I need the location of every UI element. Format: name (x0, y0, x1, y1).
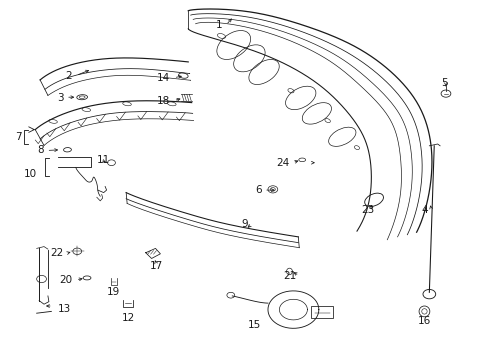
Text: 20: 20 (59, 275, 72, 285)
Text: 7: 7 (15, 132, 21, 142)
Text: 4: 4 (420, 204, 427, 215)
Text: 9: 9 (241, 219, 248, 229)
Text: 24: 24 (276, 158, 289, 168)
Text: 5: 5 (441, 78, 447, 88)
Text: 14: 14 (157, 73, 170, 83)
Text: 1: 1 (215, 20, 222, 30)
Text: 21: 21 (283, 271, 296, 281)
Text: 17: 17 (149, 261, 163, 271)
Text: 18: 18 (157, 96, 170, 106)
Text: 2: 2 (65, 71, 72, 81)
Text: 3: 3 (57, 93, 63, 103)
Text: 10: 10 (23, 169, 37, 179)
Text: 11: 11 (97, 155, 110, 165)
Text: 8: 8 (37, 145, 44, 156)
Text: 12: 12 (121, 312, 135, 323)
Text: 16: 16 (417, 316, 430, 326)
Text: 23: 23 (360, 204, 374, 215)
Text: 6: 6 (255, 185, 262, 195)
Text: 22: 22 (50, 248, 63, 258)
Text: 19: 19 (106, 287, 120, 297)
Text: 15: 15 (247, 320, 261, 330)
Text: 13: 13 (58, 304, 71, 314)
